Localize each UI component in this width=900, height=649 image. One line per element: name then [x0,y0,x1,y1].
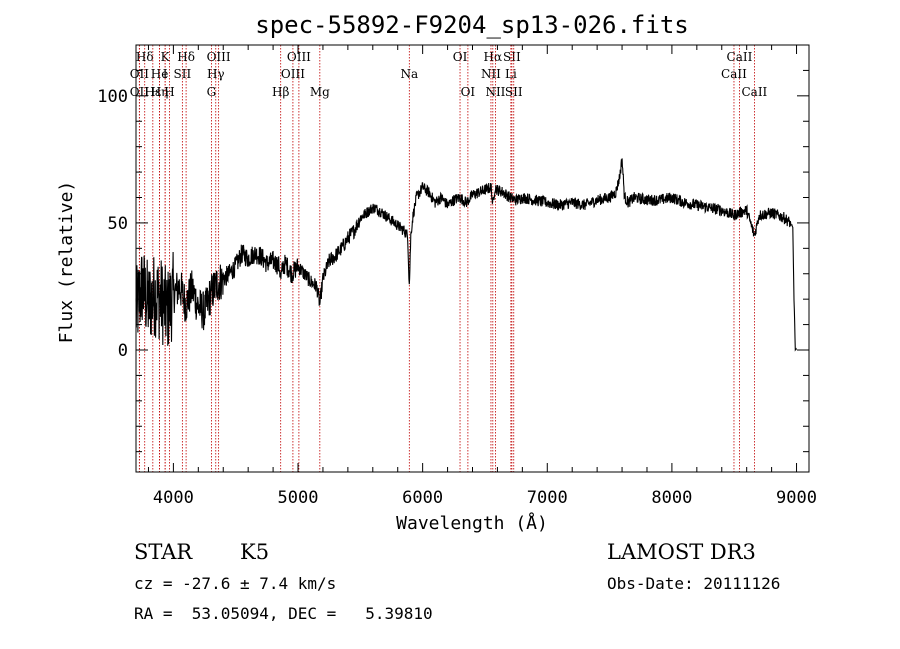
line-label-26: SII [505,85,523,99]
line-label-22: SII [503,50,521,64]
y-tick-label-2: 100 [97,87,128,107]
spectrum-line [135,158,797,352]
line-label-6: K [161,50,171,64]
redshift-value: cz = -27.6 ± 7.4 km/s [134,574,337,593]
line-label-0: Hδ [136,50,154,64]
x-axis-label: Wavelength (Å) [396,512,548,534]
line-label-10: Hδ [177,50,195,64]
y-tick-label-1: 50 [108,214,128,234]
x-tick-label-3: 7000 [527,488,568,508]
line-label-18: Na [400,67,418,81]
line-label-12: Hγ [207,67,225,81]
x-tick-label-2: 6000 [402,488,443,508]
line-label-7: I [163,67,168,81]
line-label-21: Hα [484,50,503,64]
line-label-14: Hβ [272,85,289,99]
observation-date: Obs-Date: 20111126 [607,574,781,593]
line-label-9: SII [174,67,192,81]
line-label-20: OI [461,85,476,99]
object-subclass: K5 [240,540,270,564]
line-label-23: NII [481,67,501,81]
line-label-27: CaII [727,50,753,64]
line-label-4: He [151,67,169,81]
y-axis-label: Flux (relative) [56,181,77,344]
chart-title: spec-55892-F9204_sp13-026.fits [255,11,688,39]
line-label-15: OIII [287,50,311,64]
y-tick-label-0: 0 [118,341,128,361]
line-label-28: CaII [721,67,747,81]
coordinates: RA = 53.05094, DEC = 5.39810 [134,604,433,623]
line-label-11: OIII [207,50,231,64]
axis-ticks: 4000 5000 6000 7000 8000 9000 0 50 100 [97,45,817,508]
line-label-8: H [164,85,174,99]
line-label-17: Mg [310,85,330,99]
x-tick-label-5: 9000 [776,488,817,508]
line-label-5: Hη [151,85,169,99]
line-label-13: G [207,85,217,99]
x-tick-label-4: 8000 [651,488,692,508]
x-tick-label-0: 4000 [153,488,194,508]
line-label-16: OIII [281,67,305,81]
line-label-25: NII [485,85,505,99]
line-label-29: CaII [741,85,767,99]
line-label-24: Li [505,67,517,81]
survey-name: LAMOST DR3 [607,540,756,564]
line-label-1: OII [130,67,150,81]
line-label-3: Hε [144,85,161,99]
x-tick-label-1: 5000 [278,488,319,508]
object-class: STAR [134,540,193,564]
line-label-19: OI [453,50,468,64]
